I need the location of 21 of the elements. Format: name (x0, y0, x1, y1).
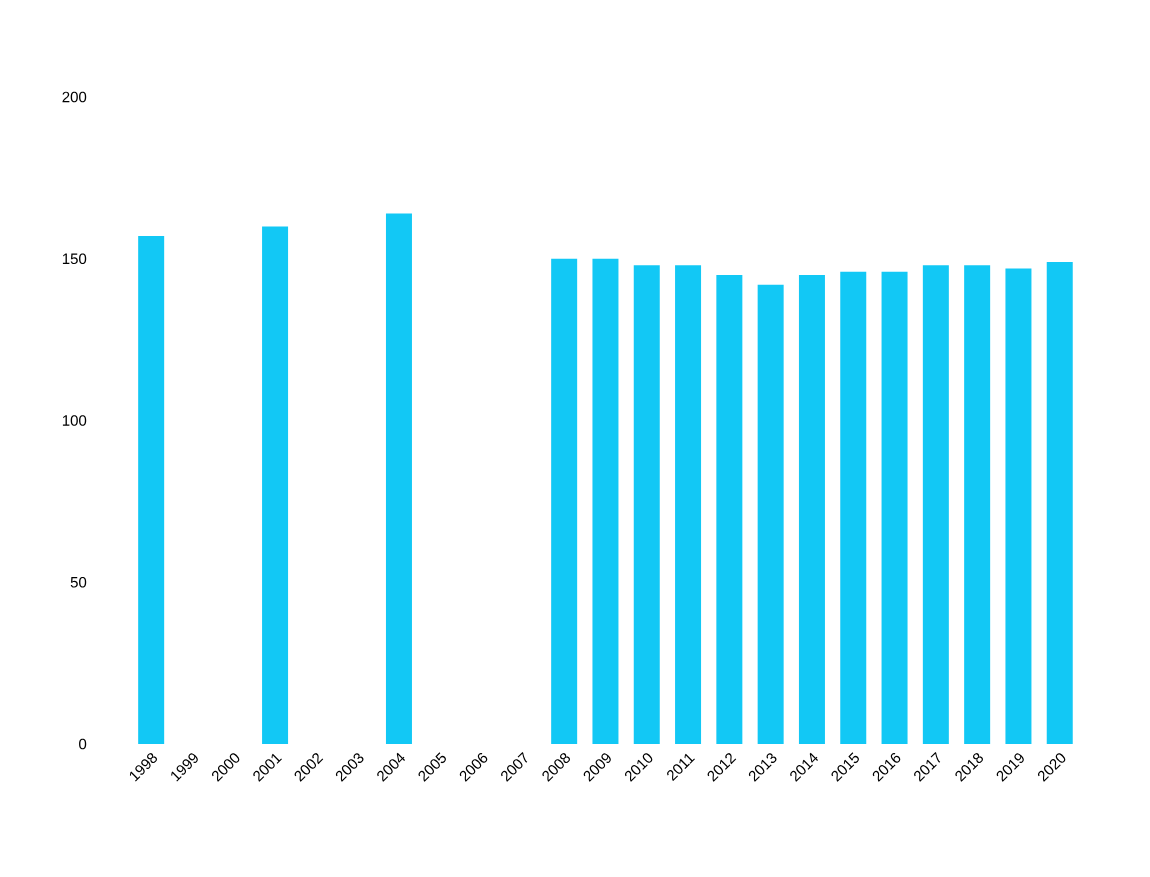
bar (1005, 268, 1032, 744)
bar (922, 265, 949, 744)
y-tick-label: 100 (62, 415, 87, 426)
bar (138, 236, 165, 744)
bar (964, 265, 991, 744)
bar (262, 226, 289, 744)
bar (716, 274, 743, 744)
bar (551, 258, 578, 744)
bar (757, 284, 784, 744)
bar (592, 258, 619, 744)
bar (798, 274, 825, 744)
bar (675, 265, 702, 744)
bar (881, 271, 908, 744)
y-tick-label: 50 (70, 576, 87, 588)
bar (840, 271, 867, 744)
y-tick-label: 150 (62, 253, 87, 265)
bar (1046, 261, 1073, 744)
bar (385, 213, 412, 744)
y-tick-label: 200 (62, 91, 87, 103)
bar (633, 265, 660, 744)
y-tick-label: 0 (79, 738, 87, 750)
